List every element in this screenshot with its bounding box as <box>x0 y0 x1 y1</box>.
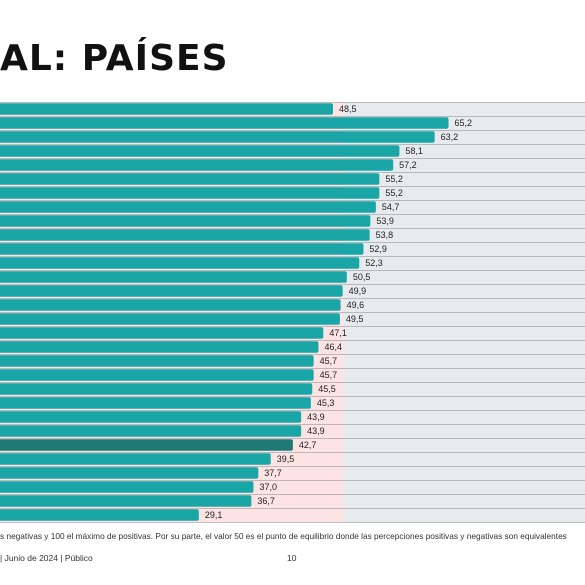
bar <box>0 467 259 479</box>
value-label: 48,5 <box>339 104 357 114</box>
negative-zone <box>0 102 344 522</box>
bar <box>0 411 302 423</box>
value-label: 45,7 <box>320 356 338 366</box>
bar <box>0 145 400 157</box>
value-label: 52,3 <box>365 258 383 268</box>
value-label: 45,5 <box>318 384 336 394</box>
value-label: 55,2 <box>385 174 403 184</box>
value-label: 43,9 <box>307 412 325 422</box>
value-label: 57,2 <box>399 160 417 170</box>
bar <box>0 355 314 367</box>
value-label: 49,9 <box>349 286 367 296</box>
bar <box>0 369 314 381</box>
bar <box>0 201 376 213</box>
bar <box>0 187 380 199</box>
bar <box>0 425 302 437</box>
value-label: 49,5 <box>346 314 364 324</box>
value-label: 42,7 <box>299 440 317 450</box>
bar <box>0 453 271 465</box>
bar <box>0 215 371 227</box>
bar <box>0 173 380 185</box>
bar <box>0 495 252 507</box>
bar <box>0 341 319 353</box>
footnote: s negativas y 100 el máximo de positivas… <box>0 531 567 541</box>
value-label: 29,1 <box>205 510 223 520</box>
value-label: 47,1 <box>329 328 347 338</box>
value-label: 50,5 <box>353 272 371 282</box>
bar <box>0 103 333 115</box>
bar <box>0 131 435 143</box>
value-label: 49,6 <box>347 300 365 310</box>
value-label: 63,2 <box>441 132 459 142</box>
footer-source: | Junio de 2024 | Público <box>0 553 93 563</box>
positive-zone <box>343 102 585 522</box>
value-label: 52,9 <box>369 244 387 254</box>
bar <box>0 285 343 297</box>
value-label: 54,7 <box>382 202 400 212</box>
value-label: 37,0 <box>259 482 277 492</box>
bar <box>0 229 370 241</box>
bar <box>0 481 254 493</box>
value-label: 53,9 <box>376 216 394 226</box>
bar <box>0 257 360 269</box>
value-label: 36,7 <box>257 496 275 506</box>
value-label: 45,3 <box>317 398 335 408</box>
value-label: 45,7 <box>320 370 338 380</box>
value-label: 58,1 <box>405 146 423 156</box>
bar <box>0 243 364 255</box>
value-label: 53,8 <box>376 230 394 240</box>
bar <box>0 117 449 129</box>
bar <box>0 159 394 171</box>
page-title: AL: PAÍSES <box>0 38 229 79</box>
bar <box>0 397 311 409</box>
bar-chart: 48,5 65,2 63,2 58,1 57,2 55,2 55,2 54,7 53,9 53,8… <box>0 102 585 523</box>
bars <box>0 103 449 521</box>
value-label: 43,9 <box>307 426 325 436</box>
bar <box>0 299 341 311</box>
bar <box>0 383 313 395</box>
value-label: 65,2 <box>454 118 472 128</box>
value-label: 37,7 <box>264 468 282 478</box>
row-gridlines <box>0 102 585 523</box>
bar <box>0 509 199 521</box>
bar <box>0 271 347 283</box>
bar-highlighted <box>0 439 293 451</box>
value-label: 55,2 <box>385 188 403 198</box>
page-number: 10 <box>287 553 297 563</box>
bar <box>0 313 340 325</box>
value-labels: 48,5 65,2 63,2 58,1 57,2 55,2 55,2 54,7 53,9 53,8… <box>205 104 472 520</box>
value-label: 39,5 <box>277 454 295 464</box>
value-label: 46,4 <box>324 342 342 352</box>
bar <box>0 327 324 339</box>
